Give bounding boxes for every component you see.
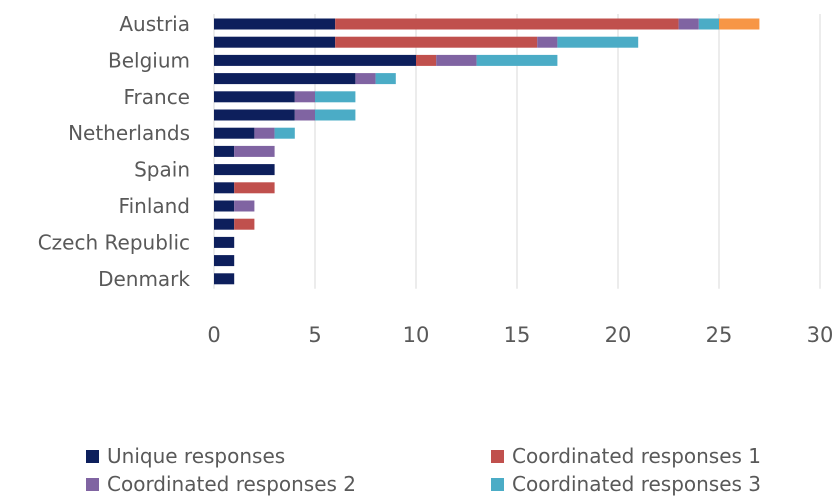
x-tick-labels: 0 5 10 15 20 25 30 xyxy=(207,323,833,347)
category-label: Netherlands xyxy=(68,121,190,145)
bars xyxy=(214,18,760,285)
category-label: Austria xyxy=(119,12,190,36)
bar-segment xyxy=(234,145,275,157)
legend-swatch-coordinated-2 xyxy=(86,477,99,491)
x-tick-label: 20 xyxy=(605,323,632,347)
bar-segment xyxy=(294,91,315,103)
x-tick-label: 0 xyxy=(207,323,220,347)
bar-segment xyxy=(214,18,336,30)
category-label: Finland xyxy=(119,194,190,218)
legend-item-coordinated-2: Coordinated responses 2 xyxy=(86,472,491,496)
category-labels: Austria Belgium France Netherlands Spain Finl… xyxy=(38,12,191,291)
bar-segment xyxy=(476,54,558,66)
legend-swatch-unique xyxy=(86,449,99,463)
bar-segment xyxy=(315,109,356,121)
bar-segment xyxy=(254,127,275,139)
legend-label-unique: Unique responses xyxy=(107,444,286,468)
bar-segment xyxy=(214,255,235,267)
bar-segment xyxy=(234,200,255,212)
x-tick-label: 15 xyxy=(504,323,531,347)
bar-segment xyxy=(214,145,235,157)
legend-swatch-coordinated-3 xyxy=(491,477,504,491)
category-label: France xyxy=(123,85,190,109)
bar-segment xyxy=(234,182,275,194)
bar-segment xyxy=(335,18,679,30)
category-label: Czech Republic xyxy=(38,230,190,254)
legend-label-coordinated-2: Coordinated responses 2 xyxy=(107,472,357,496)
bar-segment xyxy=(214,91,295,103)
bar-segment xyxy=(537,36,558,48)
bar-segment xyxy=(214,54,416,66)
bar-segment xyxy=(234,218,255,230)
legend-item-coordinated-3: Coordinated responses 3 xyxy=(491,472,821,496)
legend: Unique responses Coordinated responses 1… xyxy=(86,444,826,496)
x-tick-label: 25 xyxy=(706,323,733,347)
bar-segment xyxy=(214,36,336,48)
bar-segment xyxy=(698,18,719,30)
category-label: Belgium xyxy=(108,48,190,72)
bar-segment xyxy=(375,73,396,85)
bar-segment xyxy=(214,236,235,248)
bar-segment xyxy=(214,182,235,194)
bar-segment xyxy=(214,218,235,230)
bar-segment xyxy=(335,36,538,48)
bar-segment xyxy=(678,18,699,30)
bar-segment xyxy=(719,18,760,30)
bar-segment xyxy=(355,73,376,85)
x-tick-label: 10 xyxy=(403,323,430,347)
category-label: Spain xyxy=(134,158,190,182)
legend-label-coordinated-1: Coordinated responses 1 xyxy=(512,444,762,468)
bar-segment xyxy=(557,36,639,48)
legend-item-unique: Unique responses xyxy=(86,444,491,468)
bar-segment xyxy=(274,127,295,139)
bar-segment xyxy=(315,91,356,103)
bar-segment xyxy=(214,200,235,212)
legend-label-coordinated-3: Coordinated responses 3 xyxy=(512,472,762,496)
x-tick-label: 30 xyxy=(807,323,834,347)
bar-segment xyxy=(214,127,255,139)
bar-segment xyxy=(416,54,437,66)
bar-segment xyxy=(214,73,356,85)
bar-segment xyxy=(214,164,275,176)
legend-swatch-coordinated-1 xyxy=(491,449,504,463)
bar-segment xyxy=(294,109,315,121)
legend-item-coordinated-1: Coordinated responses 1 xyxy=(491,444,821,468)
bar-segment xyxy=(436,54,477,66)
bar-segment xyxy=(214,109,295,121)
x-tick-label: 5 xyxy=(308,323,321,347)
bar-segment xyxy=(214,273,235,285)
category-label: Denmark xyxy=(98,267,190,291)
